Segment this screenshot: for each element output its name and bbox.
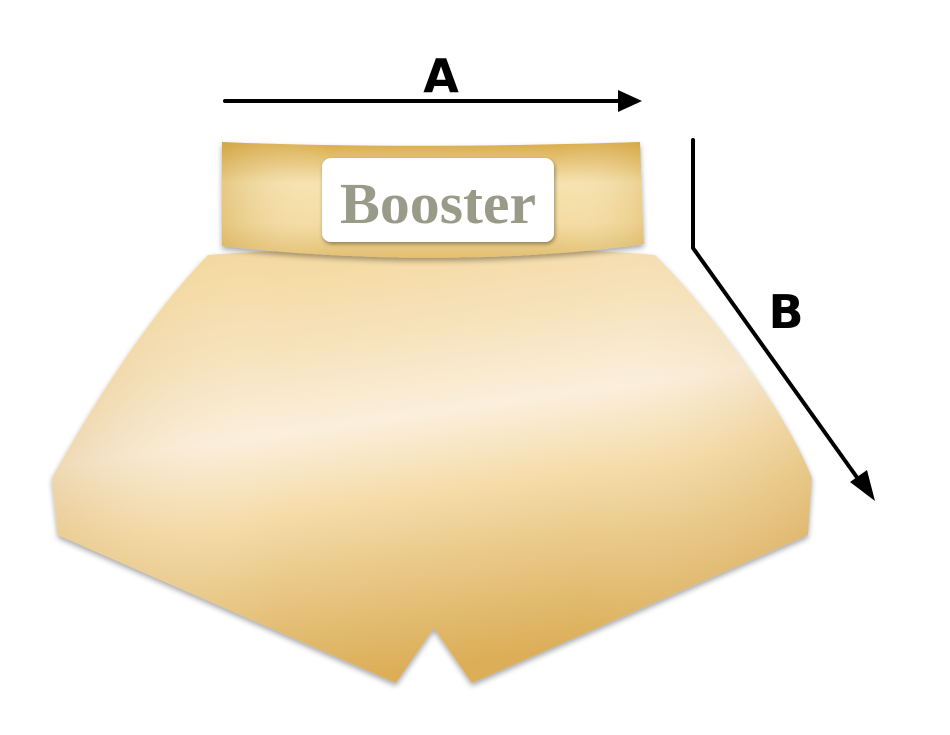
dimension-a-arrow: [223, 90, 642, 112]
shorts-body: [52, 248, 812, 683]
dimension-a-label: A: [423, 49, 459, 103]
brand-logo-text: Booster: [340, 171, 536, 236]
brand-logo-box: [322, 158, 554, 242]
brand-logo-patch: Booster: [322, 158, 554, 242]
dimension-b-label: B: [768, 285, 803, 339]
dimension-b-arrow: [691, 138, 875, 501]
